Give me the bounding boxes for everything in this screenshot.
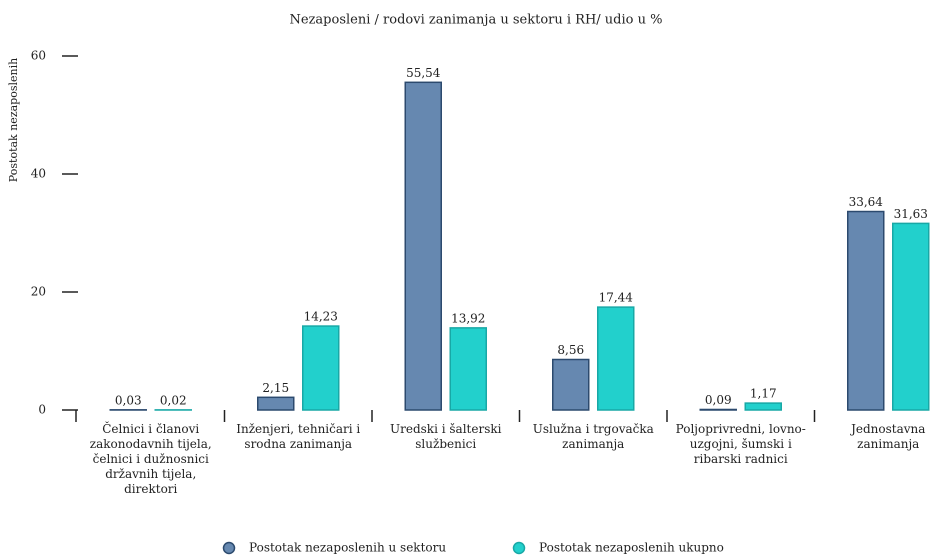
bar: [597, 306, 635, 411]
value-label: 0,09: [705, 393, 732, 407]
legend-swatch: [512, 541, 526, 555]
bar: [257, 396, 295, 411]
bar: [744, 402, 782, 411]
legend-swatch: [222, 541, 236, 555]
bar: [699, 408, 737, 411]
y-tick-label: 0: [38, 403, 46, 417]
legend-label: Postotak nezaposlenih u sektoru: [249, 541, 446, 555]
x-tick-label: Uredski i šalterski službenici: [390, 422, 502, 451]
y-tick-label: 60: [31, 49, 46, 63]
value-label: 17,44: [599, 291, 634, 305]
value-label: 0,03: [115, 393, 142, 407]
x-tick-label: Čelnici i članovi zakonodavnih tijela, č…: [89, 422, 212, 496]
legend-label: Postotak nezaposlenih ukupno: [539, 541, 724, 555]
x-tick-label: Poljoprivredni, lovno-uzgojni, šumski i …: [675, 422, 806, 466]
bar: [847, 210, 885, 411]
bar: [449, 327, 487, 411]
x-tick-label: Inženjeri, tehničari i srodna zanimanja: [236, 422, 361, 451]
bar: [302, 325, 340, 411]
bar: [892, 222, 930, 411]
value-label: 14,23: [304, 310, 338, 324]
chart-title: Nezaposleni / rodovi zanimanja u sektoru…: [290, 13, 663, 28]
bar: [404, 81, 442, 411]
value-label: 0,02: [160, 393, 187, 407]
value-label: 2,15: [262, 381, 289, 395]
value-label: 8,56: [557, 343, 584, 357]
y-tick-label: 40: [31, 167, 46, 181]
value-label: 55,54: [406, 66, 441, 80]
y-tick-label: 20: [31, 285, 46, 299]
x-tick-label: Jednostavna zanimanja: [851, 422, 926, 451]
value-label: 13,92: [451, 311, 485, 325]
value-label: 31,63: [894, 207, 928, 221]
x-tick-label: Uslužna i trgovačka zanimanja: [532, 422, 654, 451]
bar: [552, 358, 590, 411]
y-axis-label: Postotak nezaposlenih: [7, 58, 20, 182]
value-label: 33,64: [849, 195, 884, 209]
value-label: 1,17: [750, 387, 777, 401]
